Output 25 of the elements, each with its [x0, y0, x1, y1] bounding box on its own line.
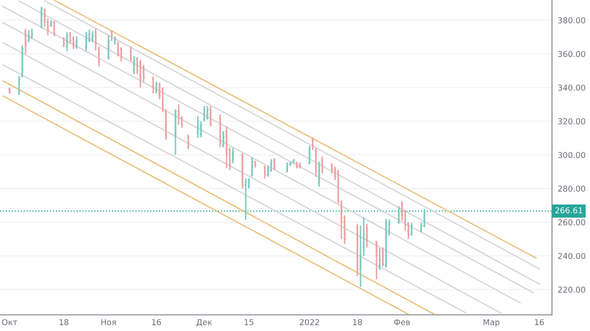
- y-tick-label: 340.00: [558, 84, 586, 91]
- x-tick-label: 15: [244, 319, 254, 326]
- x-tick-label: Ноя: [101, 319, 116, 326]
- candlestick: [187, 134, 190, 150]
- x-tick-label: 16: [152, 319, 161, 326]
- candlestick: [254, 160, 256, 168]
- y-tick-label: 300.00: [558, 152, 586, 158]
- x-tick-label: 2022: [300, 319, 319, 326]
- x-tick-label: Фев: [394, 319, 410, 326]
- x-tick-label: 18: [353, 319, 362, 326]
- x-tick-label: 16: [534, 319, 544, 326]
- x-tick-label: Мар: [484, 319, 500, 327]
- candlestick: [321, 156, 324, 174]
- x-tick-label: Дек: [196, 319, 212, 326]
- y-tick-label: 240.00: [558, 252, 586, 260]
- y-tick-label: 360.00: [558, 50, 586, 58]
- y-tick-label: 260.00: [558, 219, 586, 226]
- candlestick: [53, 20, 56, 37]
- y-tick-label: 320.00: [558, 118, 586, 124]
- x-tick-label: 18: [60, 319, 68, 326]
- y-tick-label: 380.00: [558, 17, 586, 24]
- ref-line-label: 266.61: [555, 207, 582, 214]
- y-tick-label: 280.00: [558, 186, 586, 192]
- y-tick-label: 220.00: [558, 286, 586, 293]
- x-tick-label: Окт: [2, 319, 18, 326]
